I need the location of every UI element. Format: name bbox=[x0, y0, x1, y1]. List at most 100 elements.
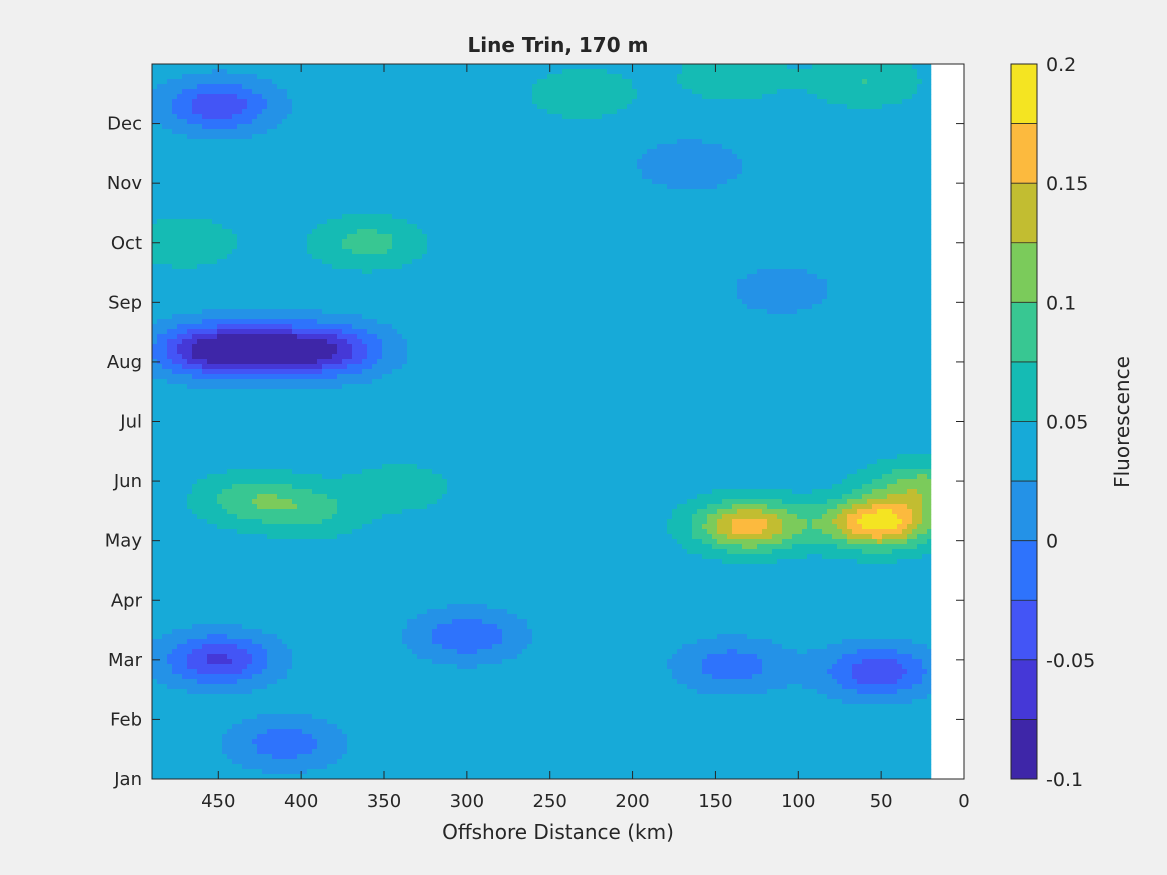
contour-cell bbox=[537, 159, 542, 164]
contour-cell bbox=[692, 94, 697, 99]
contour-cell bbox=[707, 209, 712, 214]
contour-cell bbox=[647, 144, 652, 149]
contour-cell bbox=[197, 174, 202, 179]
contour-cell bbox=[417, 209, 422, 214]
contour-cell bbox=[152, 134, 157, 139]
contour-cell bbox=[377, 179, 382, 184]
contour-cell bbox=[817, 94, 822, 99]
contour-cell bbox=[777, 109, 782, 114]
contour-cell bbox=[157, 114, 162, 119]
contour-cell bbox=[337, 99, 342, 104]
contour-cell bbox=[162, 79, 167, 84]
contour-cell bbox=[492, 79, 497, 84]
contour-cell bbox=[587, 159, 592, 164]
contour-cell bbox=[677, 214, 682, 219]
contour-cell bbox=[672, 159, 677, 164]
contour-cell bbox=[372, 144, 377, 149]
contour-cell bbox=[157, 64, 162, 69]
contour-cell bbox=[337, 79, 342, 84]
contour-cell bbox=[252, 149, 257, 154]
contour-cell bbox=[417, 219, 422, 224]
contour-cell bbox=[622, 79, 627, 84]
contour-cell bbox=[772, 214, 777, 219]
contour-cell bbox=[502, 149, 507, 154]
contour-cell bbox=[357, 114, 362, 119]
contour-cell bbox=[667, 219, 672, 224]
contour-cell bbox=[712, 119, 717, 124]
contour-cell bbox=[847, 104, 852, 109]
contour-cell bbox=[632, 99, 637, 104]
contour-cell bbox=[457, 64, 462, 69]
contour-cell bbox=[267, 159, 272, 164]
contour-cell bbox=[787, 84, 792, 89]
contour-cell bbox=[797, 109, 802, 114]
contour-cell bbox=[867, 104, 872, 109]
contour-cell bbox=[502, 184, 507, 189]
contour-cell bbox=[867, 89, 872, 94]
contour-cell bbox=[192, 94, 197, 99]
contour-cell bbox=[337, 124, 342, 129]
contour-cell bbox=[247, 149, 252, 154]
contour-cell bbox=[217, 84, 222, 89]
contour-cell bbox=[827, 109, 832, 114]
contour-cell bbox=[742, 164, 747, 169]
contour-cell bbox=[692, 214, 697, 219]
contour-cell bbox=[782, 184, 787, 189]
contour-cell bbox=[407, 124, 412, 129]
contour-cell bbox=[317, 79, 322, 84]
contour-cell bbox=[752, 124, 757, 129]
contour-cell bbox=[687, 74, 692, 79]
contour-cell bbox=[592, 184, 597, 189]
contour-cell bbox=[647, 124, 652, 129]
contour-cell bbox=[487, 189, 492, 194]
contour-cell bbox=[462, 214, 467, 219]
contour-cell bbox=[707, 139, 712, 144]
contour-cell bbox=[672, 189, 677, 194]
contour-cell bbox=[187, 69, 192, 74]
contour-cell bbox=[872, 79, 877, 84]
contour-cell bbox=[157, 129, 162, 134]
contour-cell bbox=[847, 119, 852, 124]
contour-cell bbox=[737, 159, 742, 164]
contour-cell bbox=[462, 144, 467, 149]
contour-cell bbox=[707, 124, 712, 129]
contour-cell bbox=[907, 154, 912, 159]
contour-cell bbox=[677, 114, 682, 119]
contour-cell bbox=[622, 119, 627, 124]
contour-cell bbox=[752, 84, 757, 89]
contour-cell bbox=[727, 179, 732, 184]
contour-cell bbox=[532, 84, 537, 89]
contour-cell bbox=[577, 114, 582, 119]
contour-cell bbox=[512, 94, 517, 99]
contour-cell bbox=[547, 79, 552, 84]
contour-cell bbox=[262, 219, 267, 224]
contour-cell bbox=[432, 174, 437, 179]
contour-cell bbox=[262, 79, 267, 84]
contour-cell bbox=[502, 139, 507, 144]
contour-cell bbox=[347, 109, 352, 114]
contour-cell bbox=[562, 204, 567, 209]
contour-cell bbox=[262, 174, 267, 179]
contour-cell bbox=[332, 129, 337, 134]
contour-cell bbox=[362, 214, 367, 219]
contour-cell bbox=[442, 149, 447, 154]
contour-cell bbox=[902, 174, 907, 179]
contour-cell bbox=[277, 154, 282, 159]
contour-cell bbox=[157, 144, 162, 149]
contour-cell bbox=[407, 94, 412, 99]
contour-cell bbox=[747, 124, 752, 129]
contour-cell bbox=[882, 104, 887, 109]
contour-cell bbox=[477, 174, 482, 179]
contour-cell bbox=[847, 219, 852, 224]
contour-cell bbox=[332, 169, 337, 174]
contour-cell bbox=[407, 214, 412, 219]
contour-cell bbox=[732, 209, 737, 214]
contour-cell bbox=[797, 169, 802, 174]
contour-cell bbox=[367, 194, 372, 199]
contour-cell bbox=[312, 119, 317, 124]
contour-cell bbox=[812, 124, 817, 129]
contour-cell bbox=[442, 219, 447, 224]
contour-cell bbox=[762, 134, 767, 139]
contour-cell bbox=[717, 164, 722, 169]
contour-cell bbox=[742, 134, 747, 139]
